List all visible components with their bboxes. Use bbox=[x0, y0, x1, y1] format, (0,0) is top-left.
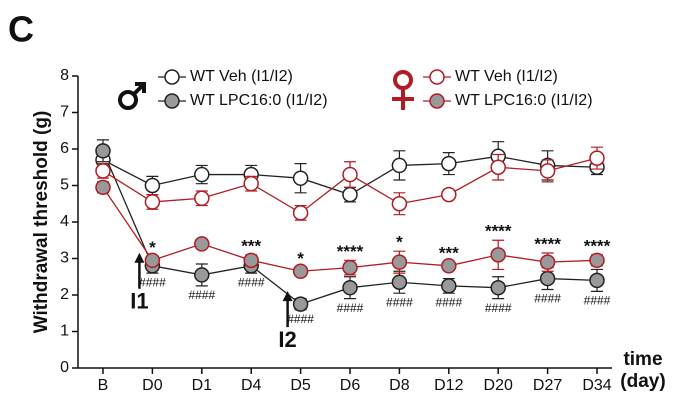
y-tick-label: 8 bbox=[60, 67, 69, 84]
legend-marker bbox=[164, 69, 180, 85]
significance-stars: * bbox=[396, 233, 403, 252]
legend-label: WT LPC16:0 (I1/I2) bbox=[190, 92, 328, 109]
legend-label: WT LPC16:0 (I1/I2) bbox=[455, 92, 593, 109]
female-symbol bbox=[392, 70, 414, 110]
marker bbox=[292, 263, 309, 280]
significance-stars: **** bbox=[584, 236, 611, 255]
male-symbol bbox=[118, 82, 146, 110]
y-tick-label: 5 bbox=[60, 177, 69, 194]
marker bbox=[95, 143, 111, 159]
marker bbox=[194, 236, 210, 252]
marker bbox=[391, 196, 408, 212]
x-tick-label: D1 bbox=[192, 377, 213, 394]
marker bbox=[441, 258, 457, 274]
y-tick-label: 2 bbox=[60, 286, 69, 303]
significance-hashes: #### bbox=[238, 275, 265, 289]
marker bbox=[441, 155, 457, 172]
x-tick-label: D20 bbox=[484, 377, 513, 394]
y-tick-label: 0 bbox=[60, 359, 69, 376]
marker bbox=[539, 163, 556, 179]
marker bbox=[342, 259, 358, 276]
marker bbox=[589, 150, 605, 166]
significance-stars: *** bbox=[241, 236, 261, 255]
marker bbox=[144, 252, 161, 269]
significance-hashes: #### bbox=[386, 295, 413, 309]
legend-label: WT Veh (I1/I2) bbox=[455, 68, 558, 85]
x-tick-label: D12 bbox=[434, 377, 463, 394]
x-tick-label: D5 bbox=[290, 377, 311, 394]
marker bbox=[391, 254, 408, 270]
significance-hashes: #### bbox=[485, 301, 512, 315]
significance-stars: **** bbox=[337, 242, 364, 261]
x-axis-label: time bbox=[623, 349, 662, 370]
marker bbox=[342, 186, 358, 203]
significance-stars: **** bbox=[485, 222, 512, 241]
injection-arrowhead bbox=[282, 291, 293, 302]
marker bbox=[391, 157, 408, 174]
marker bbox=[292, 170, 309, 186]
y-axis-label: Withdrawal threshold (g) bbox=[31, 111, 52, 334]
x-tick-label: D8 bbox=[389, 377, 410, 394]
marker bbox=[490, 247, 506, 263]
x-tick-label: D6 bbox=[340, 377, 361, 394]
significance-hashes: #### bbox=[584, 294, 611, 308]
legend-marker bbox=[429, 69, 445, 85]
marker bbox=[144, 177, 161, 194]
significance-hashes: #### bbox=[337, 301, 364, 315]
legend-marker bbox=[164, 93, 180, 109]
y-tick-label: 7 bbox=[60, 104, 69, 121]
x-tick-label: B bbox=[98, 377, 109, 394]
marker bbox=[441, 186, 457, 203]
injection-arrowhead bbox=[134, 252, 145, 263]
y-tick-label: 4 bbox=[60, 213, 69, 230]
x-tick-label: D34 bbox=[582, 377, 611, 394]
marker bbox=[194, 166, 210, 183]
marker bbox=[144, 194, 161, 210]
panel-label: C bbox=[8, 9, 34, 50]
y-tick-label: 6 bbox=[60, 140, 69, 157]
marker bbox=[589, 272, 605, 289]
marker bbox=[292, 296, 309, 312]
legend-label: WT Veh (I1/I2) bbox=[190, 68, 293, 85]
significance-stars: *** bbox=[439, 244, 459, 263]
marker bbox=[342, 166, 358, 183]
marker bbox=[95, 179, 111, 196]
significance-hashes: #### bbox=[534, 292, 561, 306]
significance-stars: **** bbox=[534, 235, 561, 254]
x-tick-label: D0 bbox=[142, 377, 163, 394]
significance-stars: * bbox=[149, 238, 156, 257]
significance-hashes: #### bbox=[139, 275, 166, 289]
significance-stars: * bbox=[297, 249, 304, 268]
marker bbox=[243, 252, 259, 269]
marker bbox=[539, 254, 556, 270]
injection-label: I1 bbox=[130, 289, 148, 314]
marker bbox=[243, 175, 259, 192]
y-tick-label: 3 bbox=[60, 250, 69, 267]
marker bbox=[589, 252, 605, 269]
y-tick-label: 1 bbox=[60, 323, 69, 340]
significance-hashes: #### bbox=[188, 288, 215, 302]
marker bbox=[194, 190, 210, 207]
x-tick-label: D27 bbox=[533, 377, 562, 394]
marker bbox=[342, 279, 358, 296]
marker bbox=[95, 163, 111, 179]
legend-marker bbox=[429, 93, 445, 109]
marker bbox=[194, 267, 210, 283]
marker bbox=[490, 279, 506, 296]
significance-hashes: #### bbox=[435, 295, 462, 309]
marker bbox=[391, 274, 408, 290]
significance-hashes: #### bbox=[287, 312, 314, 326]
x-axis-label: (day) bbox=[620, 371, 665, 392]
injection-label: I2 bbox=[278, 327, 296, 352]
marker bbox=[539, 270, 556, 287]
marker bbox=[441, 278, 457, 294]
marker bbox=[292, 205, 309, 221]
x-tick-label: D4 bbox=[241, 377, 262, 394]
marker bbox=[490, 159, 506, 175]
